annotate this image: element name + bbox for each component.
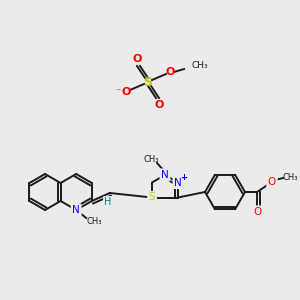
Text: N: N — [72, 205, 80, 215]
Text: ⁻: ⁻ — [116, 87, 121, 97]
Text: O: O — [253, 207, 261, 217]
Text: S: S — [143, 76, 152, 88]
Text: S: S — [149, 193, 155, 202]
Text: O: O — [121, 87, 131, 97]
Text: CH₃: CH₃ — [143, 154, 159, 164]
Text: O: O — [154, 100, 164, 110]
Text: O: O — [268, 177, 276, 187]
Text: N: N — [174, 178, 182, 188]
Text: H: H — [104, 197, 112, 207]
Text: N: N — [161, 170, 169, 180]
Text: O: O — [132, 54, 142, 64]
Text: CH₃: CH₃ — [86, 217, 102, 226]
Text: +: + — [181, 173, 188, 182]
Text: CH₃: CH₃ — [192, 61, 208, 70]
Text: CH₃: CH₃ — [282, 172, 298, 182]
Text: O: O — [165, 67, 175, 77]
